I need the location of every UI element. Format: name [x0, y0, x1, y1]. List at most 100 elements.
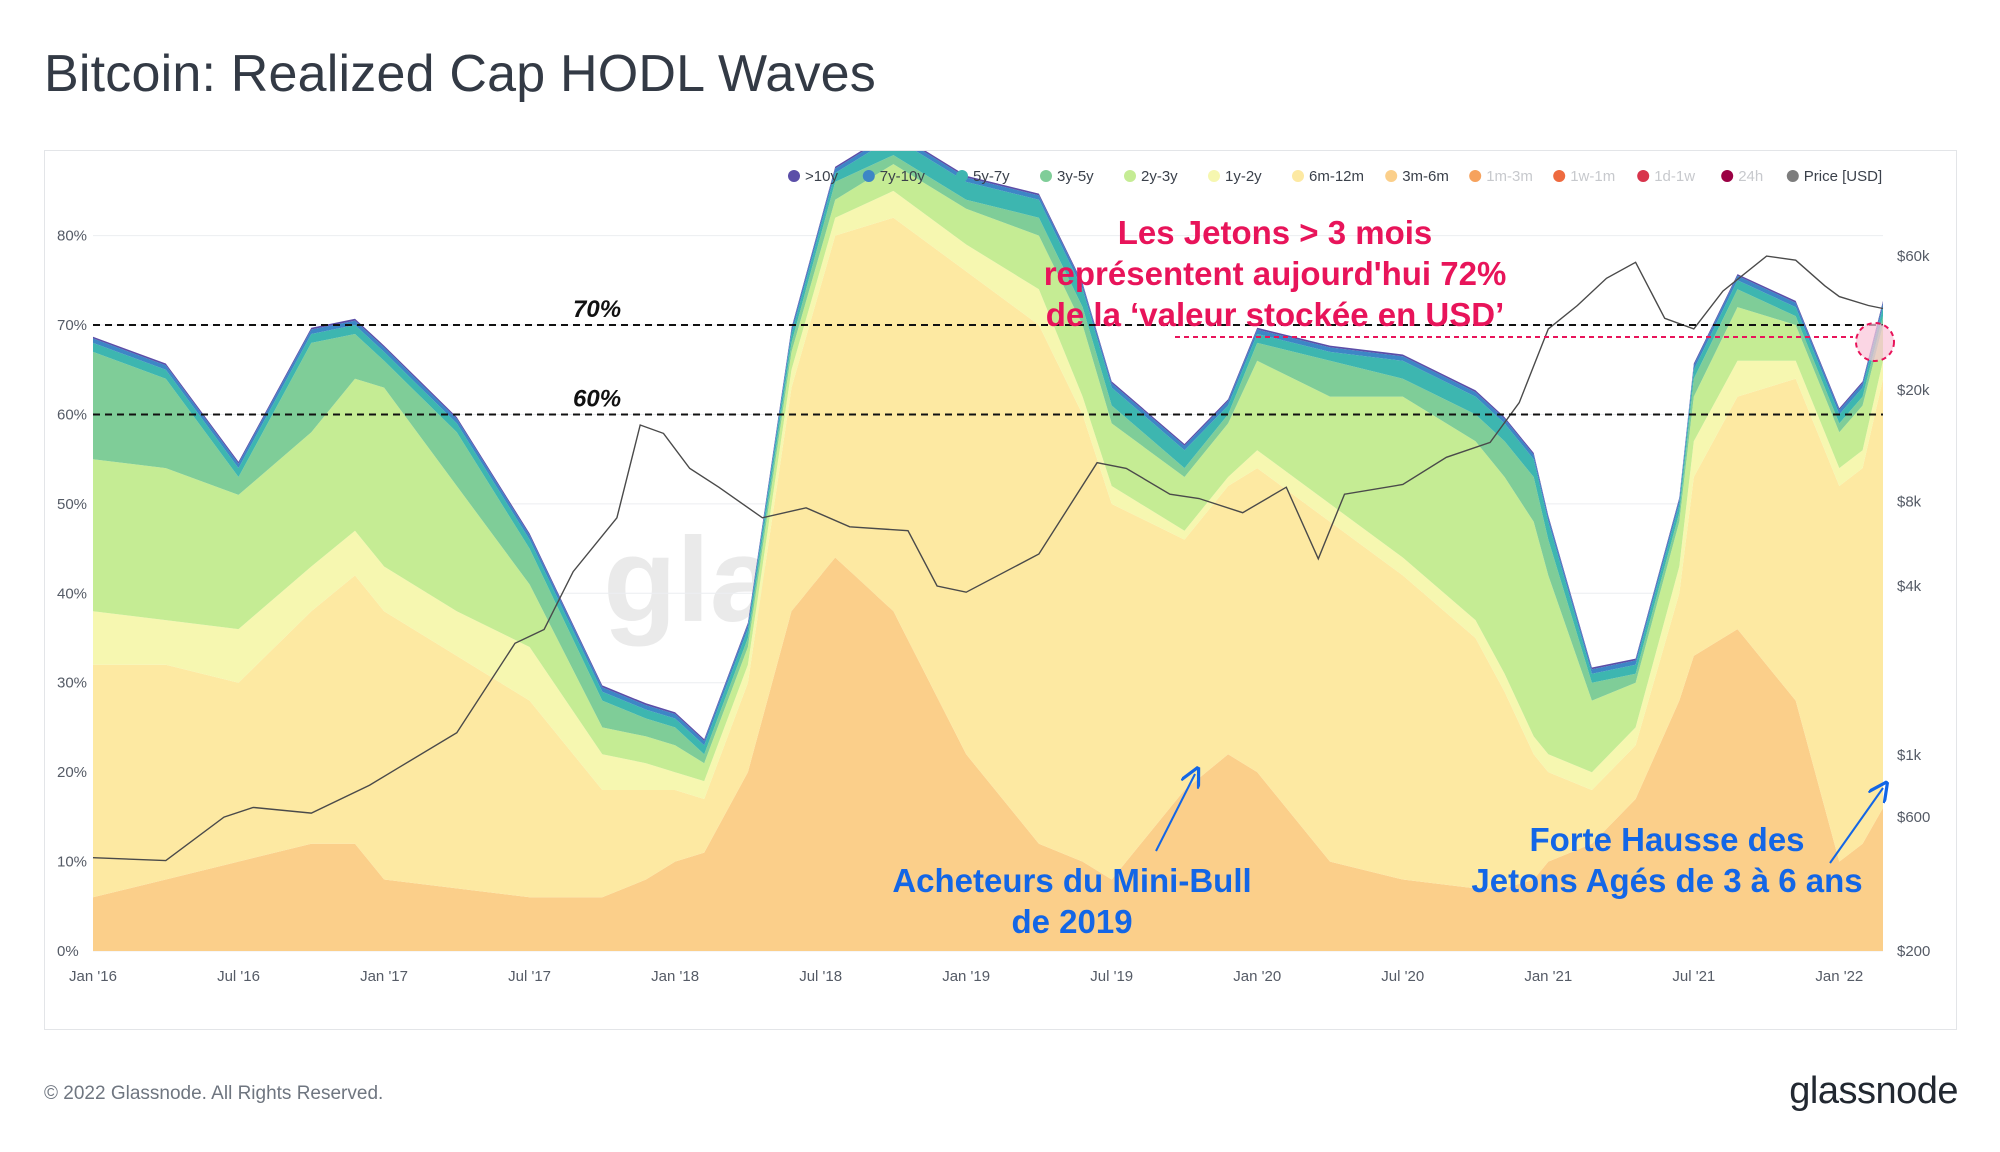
x-axis: Jan '16 Jul '16 Jan '17 Jul '17 Jan '18 Jul '… [69, 968, 1863, 985]
glassnode-logo[interactable]: glassnode [1789, 1070, 1958, 1112]
legend-item-6m-12m[interactable]: 6m-12m [1292, 168, 1364, 185]
area-6m-12m [93, 217, 1883, 898]
x-tick: Jan '21 [1524, 968, 1572, 985]
legend-dot [1786, 170, 1799, 182]
x-tick: Jul '18 [799, 968, 842, 985]
y-tick-right: $20k [1897, 382, 1930, 399]
x-tick: Jul '20 [1381, 968, 1424, 985]
annotation-mid-line1: Acheteurs du Mini-Bull [892, 862, 1251, 899]
annotation-right-line2: Jetons Agés de 3 à 6 ans [1471, 862, 1862, 899]
legend-dot [1553, 170, 1566, 182]
stacked-areas [93, 131, 1883, 951]
arrow-mini-bull [1155, 774, 1195, 852]
y-tick-right: $60k [1897, 248, 1930, 265]
annotation-mid-line2: de 2019 [1011, 903, 1132, 940]
highlight-72-circle [1855, 322, 1895, 362]
x-tick: Jan '18 [651, 968, 699, 985]
x-tick: Jan '22 [1815, 968, 1863, 985]
legend-item->10y[interactable]: >10y [788, 168, 838, 185]
x-tick: Jan '17 [360, 968, 408, 985]
x-tick: Jan '16 [69, 968, 117, 985]
y-tick-left: 40% [57, 585, 87, 602]
y-axis-right: $200 $600 $1k $4k $8k $20k $60k [1897, 248, 1930, 960]
y-tick-right: $600 [1897, 809, 1930, 826]
legend-label: Price [USD] [1804, 168, 1882, 185]
legend-dot [1292, 170, 1304, 182]
x-tick: Jul '19 [1090, 968, 1133, 985]
legend-item-Price [USD][interactable]: Price [USD] [1786, 168, 1882, 185]
y-tick-right: $1k [1897, 747, 1922, 764]
area-3y-5y [93, 155, 1883, 764]
y-tick-left: 30% [57, 675, 87, 692]
y-tick-left: 50% [57, 496, 87, 513]
annotation-right: Forte Hausse des Jetons Agés de 3 à 6 an… [1471, 821, 1862, 899]
legend-item-1m-3m[interactable]: 1m-3m [1469, 168, 1533, 185]
area-3m-6m [93, 557, 1883, 951]
legend-dot [1469, 170, 1482, 182]
ref-label: 60% [573, 385, 621, 412]
legend-label: >10y [805, 168, 838, 185]
hodl-waves-chart[interactable]: glassnode 70%60% 0%10%20%30%40%50%60%70%… [45, 131, 1956, 1029]
legend-label: 1m-3m [1486, 168, 1533, 185]
y-tick-left: 80% [57, 228, 87, 245]
page-title: Bitcoin: Realized Cap HODL Waves [44, 45, 876, 103]
x-tick: Jan '20 [1233, 968, 1281, 985]
legend-dot [1124, 170, 1136, 182]
price-line [92, 255, 1884, 862]
legend-item-1d-1w[interactable]: 1d-1w [1637, 168, 1695, 185]
annotation-top-line1: Les Jetons > 3 mois [1118, 214, 1433, 251]
y-tick-right: $4k [1897, 578, 1922, 595]
legend-item-1y-2y[interactable]: 1y-2y [1208, 168, 1262, 185]
legend-item-1w-1m[interactable]: 1w-1m [1553, 168, 1615, 185]
legend-dot [788, 170, 800, 182]
reference-lines: 70% 60% [93, 296, 1883, 416]
legend-dot [862, 170, 875, 182]
x-tick: Jul '17 [508, 968, 551, 985]
annotation-right-line1: Forte Hausse des [1529, 821, 1804, 858]
annotation-top: Les Jetons > 3 mois représentent aujourd… [1044, 214, 1507, 333]
y-tick-left: 60% [57, 406, 87, 423]
legend-dot [1721, 170, 1734, 182]
chart-panel: glassnode 70%60% 0%10%20%30%40%50%60%70%… [44, 131, 1957, 1030]
legend-label: 2y-3y [1141, 168, 1178, 185]
legend-dot [1208, 170, 1220, 182]
price-series [92, 255, 1884, 862]
legend-dot [956, 170, 968, 182]
area-2y-3y [93, 164, 1883, 782]
legend-label: 1w-1m [1570, 168, 1615, 185]
legend-label: 1y-2y [1225, 168, 1262, 185]
legend-item-7y-10y[interactable]: 7y-10y [862, 168, 926, 185]
legend-label: 7y-10y [880, 168, 926, 185]
legend-item-3m-6m[interactable]: 3m-6m [1385, 168, 1449, 185]
x-tick: Jan '19 [942, 968, 990, 985]
legend-dot [1385, 170, 1398, 182]
x-tick: Jul '21 [1672, 968, 1715, 985]
legend-dot [1040, 170, 1052, 182]
copyright-text: © 2022 Glassnode. All Rights Reserved. [44, 1083, 384, 1104]
arrow-aged-tokens [1829, 788, 1883, 864]
legend-item-5y-7y[interactable]: 5y-7y [956, 168, 1010, 185]
legend-label: 3y-5y [1057, 168, 1094, 185]
legend-item-24h[interactable]: 24h [1721, 168, 1763, 185]
y-tick-right: $8k [1897, 494, 1922, 511]
y-tick-right: $200 [1897, 943, 1930, 960]
annotation-top-line3: de la ‘valeur stockée en USD’ [1046, 296, 1505, 333]
annotation-top-line2: représentent aujourd'hui 72% [1044, 255, 1507, 292]
legend-label: 6m-12m [1309, 168, 1364, 185]
legend-item-2y-3y[interactable]: 2y-3y [1124, 168, 1178, 185]
y-tick-left: 70% [57, 317, 87, 334]
legend[interactable]: >10y 7y-10y 5y-7y 3y-5y 2y-3y 1y-2y 6m-12m 3m-6… [788, 168, 1882, 185]
y-tick-left: 10% [57, 854, 87, 871]
x-tick: Jul '16 [217, 968, 260, 985]
legend-label: 5y-7y [973, 168, 1010, 185]
y-tick-left: 20% [57, 764, 87, 781]
annotation-mid: Acheteurs du Mini-Bull de 2019 [892, 862, 1251, 940]
legend-label: 3m-6m [1402, 168, 1449, 185]
legend-dot [1637, 170, 1650, 182]
ref-label: 70% [573, 296, 621, 323]
legend-item-3y-5y[interactable]: 3y-5y [1040, 168, 1094, 185]
y-tick-left: 0% [57, 943, 79, 960]
legend-label: 24h [1738, 168, 1763, 185]
legend-label: 1d-1w [1654, 168, 1695, 185]
y-axis-left: 0% 10% 20% 30% 40% 50% 60% 70% 80% [57, 228, 87, 960]
